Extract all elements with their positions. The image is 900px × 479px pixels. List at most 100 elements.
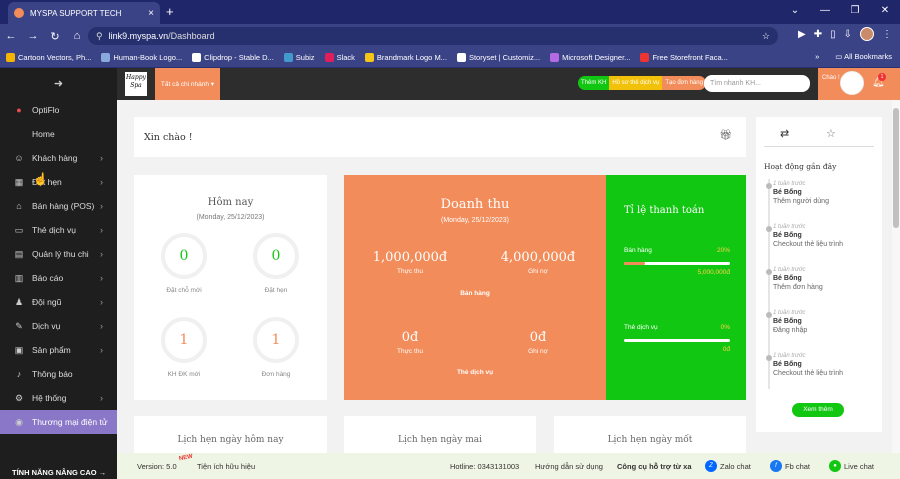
bookmark-item[interactable]: Brandmark Logo M... [364,53,447,62]
sidebar-item[interactable]: ⚙ Hệ thống › [0,386,117,410]
chevron-right-icon: › [100,177,103,187]
bookmark-item[interactable]: Free Storefront Faca... [640,53,728,62]
sales-debt-label: Ghi nợ [528,268,548,275]
bookmark-label: Brandmark Logo M... [376,53,447,62]
scrollbar-thumb[interactable] [893,108,899,228]
see-more-button[interactable]: Xem thêm [792,403,844,417]
forward-icon[interactable]: → [27,30,39,42]
close-tab-icon[interactable]: × [148,7,154,19]
stat-value: 0 [161,233,207,279]
sidebar-item-icon: ▥ [14,272,24,283]
bookmark-item[interactable]: Clipdrop - Stable D... [192,53,274,62]
stat-new-booking[interactable]: 0 Đặt chỗ mới [154,233,214,294]
bookmark-label: Slack [336,53,355,62]
tab-activity-swap-icon[interactable]: ⇄ [780,128,790,140]
live-chat-link[interactable]: ● Live chat [829,460,874,472]
facebook-icon: f [770,460,782,472]
browser-tabstrip: MYSPA SUPPORT TECH × + ⌄ — ❐ ✕ [0,0,900,24]
home-icon[interactable]: ⌂ [73,30,81,42]
close-window-icon[interactable]: ✕ [880,5,890,16]
timeline-line [768,179,770,389]
service-card-button[interactable]: Hồ sơ thẻ dịch vụ [609,76,663,90]
sidebar-item[interactable]: ♪ Thông báo [0,362,117,386]
bookmark-item[interactable]: Human-Book Logo... [101,53,182,62]
minimize-icon[interactable]: — [820,5,830,16]
extension-icon[interactable]: ▶ [798,28,806,40]
sidebar-item[interactable]: Home [0,122,117,146]
user-avatar[interactable] [840,71,864,95]
new-tab-button[interactable]: + [166,4,174,19]
chat-bubble-icon: ● [829,460,841,472]
bell-icon[interactable]: 🔔︎ [872,77,885,88]
stat-label: Đơn hàng [261,371,291,378]
sidebar-item[interactable]: ▣ Sản phẩm › [0,338,117,362]
sidebar-item-label: Thẻ dịch vụ [32,225,76,235]
address-bar[interactable]: ⚲ link9.myspa.vn/Dashboard ☆ [88,27,778,45]
create-order-button[interactable]: Tạo đơn hàng [662,76,706,90]
sidepanel-icon[interactable]: ▯ [830,28,836,40]
tab-search-icon[interactable]: ⌄ [790,5,800,16]
timeline-dot [766,355,772,361]
more-bookmarks-icon[interactable]: » [815,52,820,61]
stat-appointments[interactable]: 0 Đặt hẹn [246,233,306,294]
spa-logo[interactable]: Happy Spa [125,72,147,96]
restore-icon[interactable]: ❐ [850,5,860,16]
menu-icon[interactable]: ⋮ [882,28,892,40]
download-icon[interactable]: ⇩ [843,28,852,40]
advanced-features-link[interactable]: TÍNH NĂNG NÂNG CAO → [12,468,107,477]
branch-selector[interactable]: Tất cả chi nhánh ▾ [155,68,220,100]
browser-tab[interactable]: MYSPA SUPPORT TECH × [8,2,160,24]
reload-icon[interactable]: ↻ [50,30,60,43]
bookmark-item[interactable]: Storyset | Customiz... [456,53,540,62]
sidebar-item-icon: ▣ [14,344,24,355]
bookmark-star-icon[interactable]: ☆ [761,30,770,41]
tomorrow-appointments-card: Lịch hẹn ngày mai [344,416,536,456]
scrollbar[interactable] [892,100,900,453]
sidebar-item-icon: ● [16,105,22,115]
notification-badge: 1 [878,73,886,81]
stat-value: 1 [253,317,299,363]
utilities-link[interactable]: Tiện ích hữu hiệu [197,461,256,471]
collapse-sidebar-icon[interactable]: ➜ [53,77,64,90]
sidebar-item[interactable]: ♟ Đội ngũ › [0,290,117,314]
bookmark-item[interactable]: Microsoft Designer... [550,53,630,62]
sidebar-item-label: Bán hàng (POS) [32,201,95,211]
sidebar-item[interactable]: ● OptiFlo [0,98,117,122]
site-info-icon[interactable]: ⚲ [96,30,103,41]
stat-orders[interactable]: 1 Đơn hàng [246,317,306,378]
chevron-right-icon: › [100,297,103,307]
activity-action: Đăng nhập [773,327,808,334]
quick-search-input[interactable]: Tìm nhanh KH... [704,75,810,92]
sidebar-item[interactable]: ✎ Dịch vụ › [0,314,117,338]
add-customer-button[interactable]: Thêm KH [578,76,610,90]
user-guide-link[interactable]: Hướng dẫn sử dụng [535,461,603,471]
sidebar-item[interactable]: ▭ Thẻ dịch vụ › [0,218,117,242]
bookmark-item[interactable]: Cartoon Vectors, Ph... [6,53,91,62]
remote-support-link[interactable]: Công cụ hỗ trợ từ xa [617,461,692,471]
bookmark-label: Clipdrop - Stable D... [204,53,274,62]
sidebar-item[interactable]: ▥ Báo cáo › [0,266,117,290]
zalo-chat-link[interactable]: Z Zalo chat [705,460,751,472]
sidebar-item[interactable]: ☺ Khách hàng › [0,146,117,170]
chevron-right-icon: › [100,201,103,211]
sidebar-item-label: Đặt hẹn [32,177,62,187]
sidebar-item[interactable]: ◉ Thương mại điện tử [0,410,117,434]
sales-actual-label: Thực thu [396,268,424,275]
sidebar: ➜ ● OptiFlo Home ☺ Khách hàng › ▦ Đặt hẹn › ⌂ Bán … [0,68,117,479]
stat-value: 0 [253,233,299,279]
back-icon[interactable]: ← [5,30,17,42]
sidebar-item-label: Home [32,129,55,139]
window-controls: ⌄ — ❐ ✕ [780,0,900,24]
stat-new-customers[interactable]: 1 KH ĐK mới [154,317,214,378]
profile-avatar[interactable] [860,27,874,41]
sidebar-item[interactable]: ⌂ Bán hàng (POS) › [0,194,117,218]
tab-favorite-star-icon[interactable]: ☆ [826,128,836,140]
bookmark-item[interactable]: Subiz [283,53,315,62]
sidebar-item[interactable]: ▦ Đặt hẹn › [0,170,117,194]
bookmark-item[interactable]: Slack [324,53,355,62]
sidebar-item[interactable]: ▤ Quản lý thu chi › [0,242,117,266]
extensions-puzzle-icon[interactable]: ✚ [813,28,823,40]
fb-chat-link[interactable]: f Fb chat [770,460,810,472]
all-bookmarks-folder[interactable]: ▭ All Bookmarks [835,52,892,61]
gift-icon[interactable]: 🎁︎ [719,130,732,141]
